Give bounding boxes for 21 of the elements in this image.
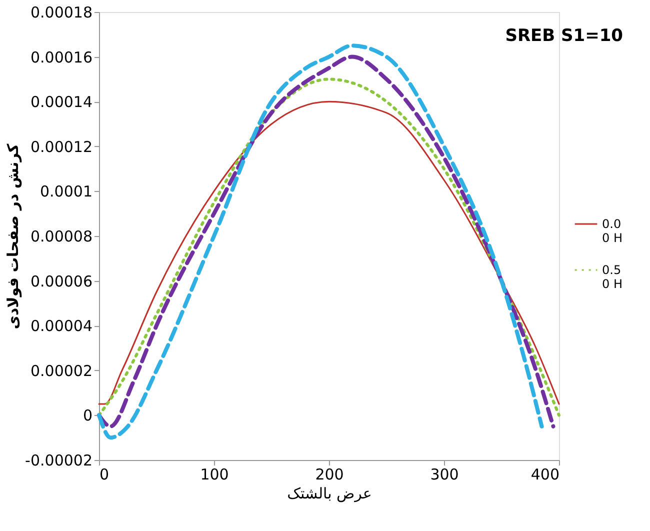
y-tick-label: 0.00012	[30, 138, 92, 156]
x-tick-label: 100	[200, 466, 229, 484]
x-tick-label: 300	[430, 466, 459, 484]
y-tick-label: 0.00002	[30, 362, 92, 380]
x-tick-label: 0	[100, 466, 110, 484]
x-tick-label: 200	[315, 466, 344, 484]
y-tick-label: 0.00008	[30, 228, 92, 246]
x-axis-title: عرض بالشتک	[287, 484, 372, 502]
x-tick-label: 400	[530, 466, 560, 484]
y-tick-label: -0.00002	[25, 452, 92, 470]
legend-label: 0.5 0 H	[602, 263, 622, 291]
legend-label: 0.0 0 H	[602, 217, 622, 245]
y-axis-title: کرنش در صفحات فولادی	[4, 143, 22, 330]
y-tick-label: 0.00004	[30, 317, 92, 336]
y-tick-label: 0.00006	[30, 272, 92, 290]
y-tick-label: 0	[82, 406, 92, 425]
text: SREB S1=10	[505, 26, 624, 46]
y-tick-label: 0.00014	[30, 93, 92, 112]
y-tick-label: 0.00018	[30, 4, 92, 22]
y-tick-label: 0.00016	[30, 48, 92, 66]
y-tick-label: 0.0001	[40, 182, 92, 201]
